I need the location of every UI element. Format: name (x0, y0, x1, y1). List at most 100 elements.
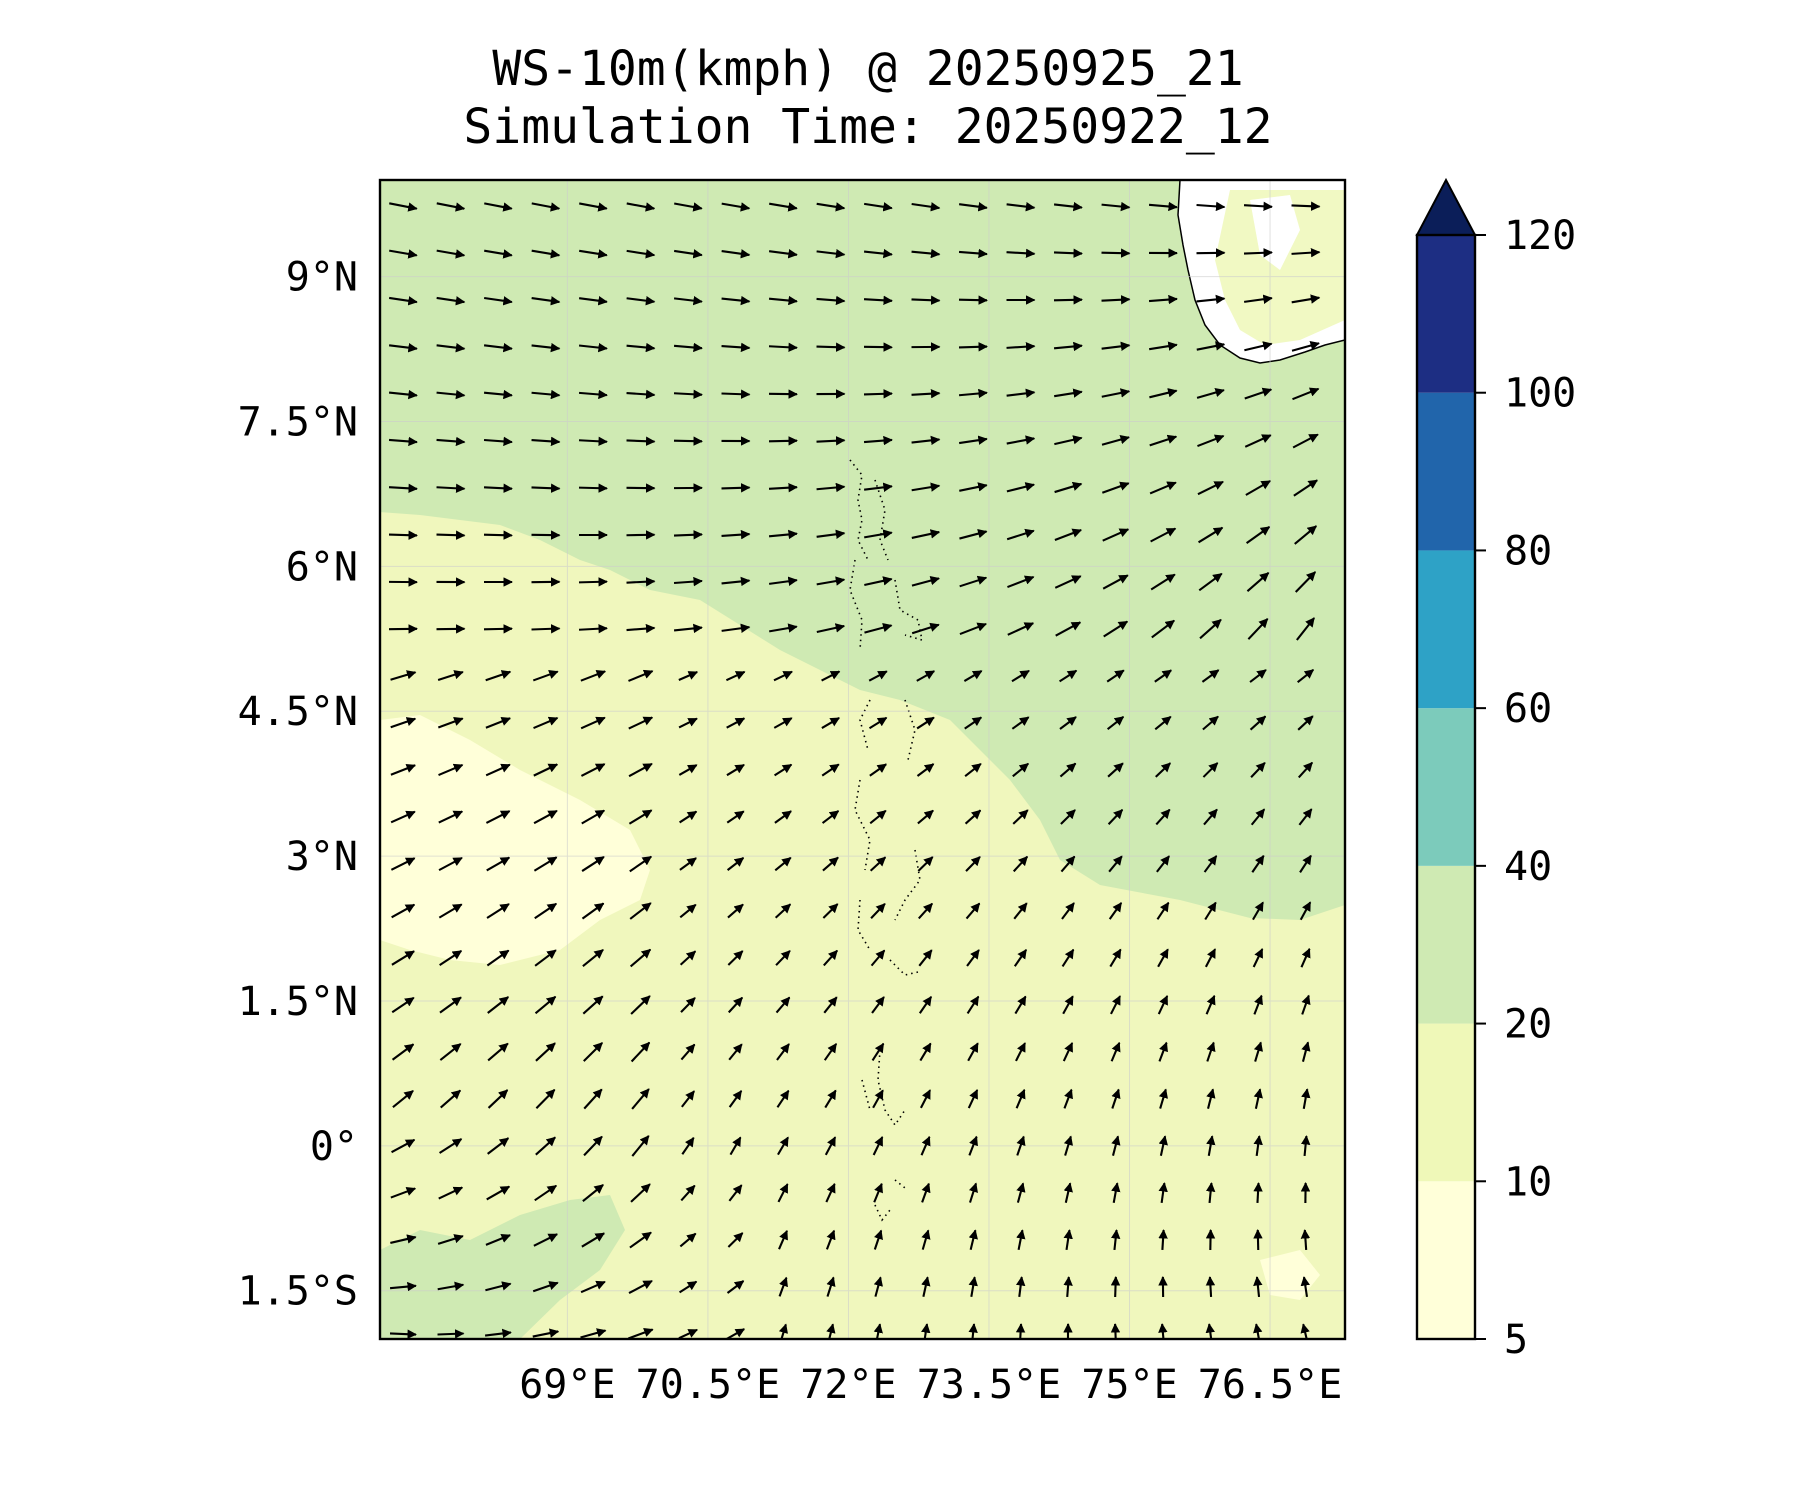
wind-arrow (1109, 948, 1122, 968)
wind-arrow (582, 1184, 604, 1202)
wind-arrow (391, 950, 415, 966)
wind-arrow (581, 902, 605, 920)
wind-arrow (777, 1136, 789, 1156)
wind-arrow (1060, 809, 1076, 825)
wind-arrow (626, 577, 656, 587)
wind-arrow (485, 810, 511, 824)
wind-arrow (959, 482, 988, 492)
wind-arrow (958, 248, 988, 259)
wind-arrow (1016, 1182, 1026, 1203)
wind-arrow (578, 623, 608, 634)
wind-arrow (1196, 294, 1226, 305)
wind-arrow (580, 1280, 606, 1294)
wind-arrow (678, 717, 698, 729)
wind-arrow (1157, 948, 1169, 968)
wind-arrow (826, 1276, 836, 1297)
wind-arrow (768, 529, 798, 540)
wind-arrow (863, 295, 893, 306)
wind-arrow (1247, 618, 1269, 640)
wind-arrow (583, 1042, 603, 1062)
wind-arrow (825, 1183, 836, 1203)
wind-arrow (439, 949, 463, 967)
colorbar-tick-label: 60 (1504, 686, 1552, 732)
wind-arrow (679, 903, 697, 919)
wind-arrow (1253, 1135, 1263, 1157)
wind-arrow (868, 716, 888, 730)
colorbar-tick-label: 120 (1504, 213, 1576, 259)
wind-arrow (911, 248, 941, 259)
wind-arrow (911, 435, 941, 446)
colorbar-tick-label: 5 (1504, 1317, 1528, 1363)
wind-arrow (964, 809, 982, 825)
wind-arrow (1243, 294, 1273, 304)
wind-arrow (437, 1281, 465, 1291)
wind-arrow (534, 949, 557, 967)
wind-arrow (580, 669, 607, 682)
wind-arrow (916, 670, 936, 682)
wind-arrow (483, 530, 513, 540)
wind-arrow (1101, 434, 1130, 446)
wind-arrow (1253, 1276, 1263, 1298)
wind-arrow (578, 483, 608, 493)
wind-arrow (1244, 434, 1272, 448)
wind-arrow (579, 202, 608, 212)
wind-arrow (626, 389, 656, 400)
wind-arrow (816, 342, 846, 352)
wind-arrow (1053, 295, 1083, 305)
wind-arrow (581, 809, 606, 825)
wind-arrow (1205, 1182, 1216, 1204)
wind-arrow (533, 716, 559, 730)
wind-arrow (531, 483, 561, 493)
wind-arrow (726, 1280, 745, 1294)
wind-arrow (1252, 948, 1264, 968)
wind-arrow (1301, 994, 1311, 1015)
wind-arrow (674, 202, 703, 212)
wind-arrow (1006, 201, 1036, 212)
wind-arrow (1204, 901, 1217, 921)
lon-tick-label: 70.5°E (636, 1362, 781, 1408)
wind-arrow (918, 995, 933, 1014)
wind-arrow (968, 1276, 978, 1298)
wind-arrow (531, 436, 561, 447)
wind-arrow (1111, 1182, 1121, 1204)
wind-arrow (963, 670, 983, 682)
wind-arrow (628, 809, 653, 825)
wind-arrow (1297, 761, 1314, 779)
wind-arrow (964, 716, 983, 730)
wind-arrow (1014, 995, 1027, 1015)
wind-arrow (959, 622, 987, 636)
land-inland-white (1250, 195, 1300, 270)
wind-arrow (1249, 669, 1267, 683)
colorbar-band (1417, 1023, 1475, 1182)
wind-arrow (774, 903, 792, 919)
wind-arrow (580, 716, 606, 730)
wind-arrow (871, 996, 885, 1014)
wind-arrow (1103, 620, 1129, 638)
wind-arrow (921, 1229, 931, 1250)
wind-arrow (1243, 201, 1273, 212)
colorbar-band (1417, 708, 1475, 866)
wind-arrow (1296, 617, 1315, 641)
lon-tick-label: 72°E (800, 1362, 896, 1408)
wind-arrow (1196, 387, 1225, 399)
wind-arrow (911, 576, 940, 587)
wind-arrow (679, 950, 697, 966)
wind-arrow (1107, 762, 1124, 778)
wind-arrow (873, 1323, 883, 1339)
wind-arrow (727, 950, 744, 966)
wind-arrow (816, 482, 846, 493)
wind-arrow (533, 1233, 558, 1247)
wind-arrow (726, 857, 745, 871)
wind-arrow (872, 1089, 884, 1109)
wind-arrow (1203, 808, 1218, 826)
wind-arrow (1015, 1042, 1026, 1062)
lon-tick-label: 69°E (519, 1362, 615, 1408)
wind-arrow (391, 903, 416, 919)
wind-arrow (1102, 528, 1130, 542)
wind-arrow (629, 948, 652, 968)
wind-arrow (768, 436, 798, 446)
wind-arrow (630, 1041, 651, 1063)
wind-arrow (816, 576, 846, 586)
wind-arrow (485, 670, 512, 682)
